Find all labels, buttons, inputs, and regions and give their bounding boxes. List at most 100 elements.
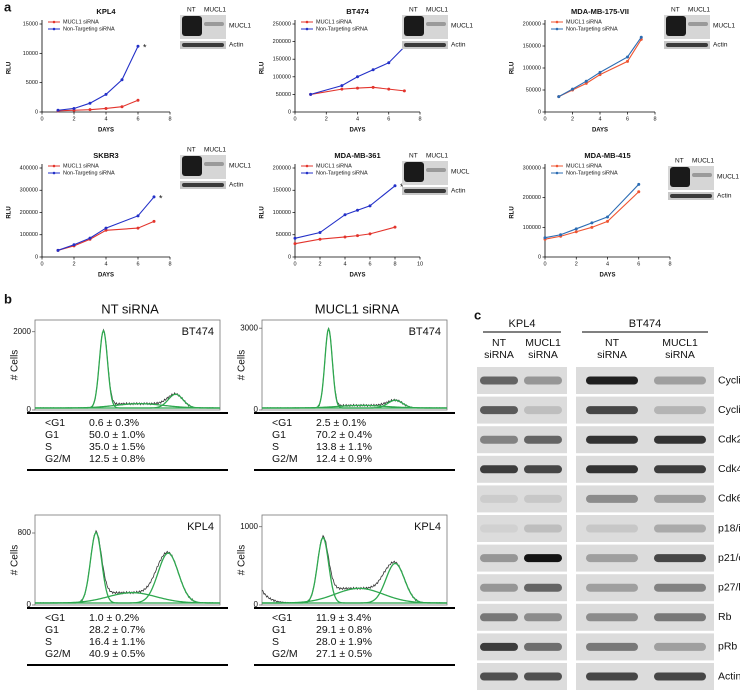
legend-label: Non-Targeting siRNA (316, 26, 368, 32)
legend-label: Non-Targeting siRNA (63, 170, 115, 176)
histogram-trace (34, 328, 221, 409)
y-tick-label: 50000 (276, 232, 291, 238)
data-point (293, 236, 297, 240)
plot-frame (261, 319, 448, 411)
phase-label: <G1 (272, 612, 292, 624)
series-line (57, 46, 139, 111)
phase-label: G1 (272, 429, 286, 441)
x-tick-label: 2 (575, 261, 578, 267)
x-tick-label: 0 (40, 261, 43, 267)
protein-label: Cyclin D3 (718, 404, 740, 416)
data-point (393, 184, 397, 188)
blot-band (654, 613, 706, 622)
y-axis-label: RLU (7, 62, 13, 74)
blot-band (654, 524, 706, 533)
blot-band (666, 16, 686, 36)
group-label: BT474 (629, 318, 661, 330)
phase-label: G1 (272, 624, 286, 636)
data-point (393, 225, 397, 229)
data-point (104, 92, 108, 96)
blot-band (182, 43, 224, 47)
lane-label: siRNA (597, 349, 627, 361)
data-point (356, 234, 359, 238)
protein-label: Rb (718, 611, 732, 623)
legend-marker (52, 20, 56, 24)
x-tick-label: 4 (598, 116, 601, 122)
phase-label: G2/M (45, 648, 71, 660)
y-tick-label: 300000 (523, 165, 541, 171)
phase-value: 1.0 ± 0.2% (89, 612, 139, 624)
data-point (356, 208, 359, 212)
data-point (590, 221, 594, 225)
x-tick-label: 2 (571, 116, 574, 122)
data-point (136, 226, 140, 230)
band-label: Actin (717, 193, 732, 200)
blot-band (426, 22, 446, 26)
lane-label: MUCL1 (426, 7, 448, 14)
blot-band (586, 642, 638, 651)
fit-curve (35, 393, 220, 409)
data-point (574, 227, 578, 231)
blot-band (404, 16, 424, 36)
data-point (557, 95, 561, 99)
data-point (402, 89, 406, 93)
chart-title: SKBR3 (93, 151, 118, 160)
band-label: Actin (451, 42, 466, 49)
series-line (57, 196, 155, 251)
y-axis-label: RLU (7, 206, 13, 218)
chart-title: BT474 (346, 7, 369, 16)
blot-band (524, 613, 562, 622)
data-point (559, 233, 563, 237)
lane-label: NT (605, 337, 620, 349)
x-tick-label: 8 (393, 261, 396, 267)
phase-value: 40.9 ± 0.5% (89, 648, 145, 660)
lane-label: MUCL1 (688, 7, 710, 14)
lane-label: MUCL1 (204, 147, 226, 154)
blot-band (480, 376, 518, 385)
data-point (72, 243, 76, 247)
data-point (356, 75, 359, 79)
blot-band (404, 189, 446, 193)
blot-band (654, 376, 706, 385)
blot-band (654, 642, 706, 651)
data-point (56, 248, 60, 252)
phase-label: S (272, 441, 279, 453)
y-tick-label: 0 (538, 109, 541, 115)
y-tick-label: 0 (27, 405, 32, 414)
fit-curve (262, 562, 447, 604)
blot-band (480, 583, 518, 592)
lane-label: MUCL1 (204, 7, 226, 14)
panel-label: c (474, 307, 481, 322)
data-point (371, 85, 375, 89)
y-tick-label: 200000 (523, 195, 541, 201)
blot-band (404, 43, 446, 47)
fit-curve (35, 592, 221, 604)
fit-curve (262, 327, 447, 409)
phase-value: 16.4 ± 1.1% (89, 636, 145, 648)
cell-line-label: KPL4 (414, 521, 441, 533)
blot-band (182, 16, 202, 36)
lane-label: MUCL1 (426, 153, 448, 160)
x-tick-label: 4 (104, 116, 107, 122)
blot-band (586, 435, 638, 444)
blot-band (586, 376, 638, 385)
x-tick-label: 2 (318, 261, 321, 267)
legend-marker (555, 27, 559, 31)
data-point (606, 219, 609, 223)
data-point (120, 78, 124, 82)
band-label: Actin (451, 188, 466, 195)
phase-label: S (45, 441, 52, 453)
x-tick-label: 8 (668, 261, 671, 267)
phase-label: <G1 (45, 417, 65, 429)
band-label: Actin (229, 42, 244, 49)
blot-band (586, 494, 638, 503)
data-point (606, 215, 609, 219)
data-point (318, 231, 322, 235)
plot-frame (34, 514, 221, 606)
lane-label: NT (187, 147, 196, 154)
y-tick-label: 0 (288, 254, 291, 260)
blot-band (654, 583, 706, 592)
column-title: NT siRNA (101, 301, 159, 316)
data-point (72, 106, 76, 110)
